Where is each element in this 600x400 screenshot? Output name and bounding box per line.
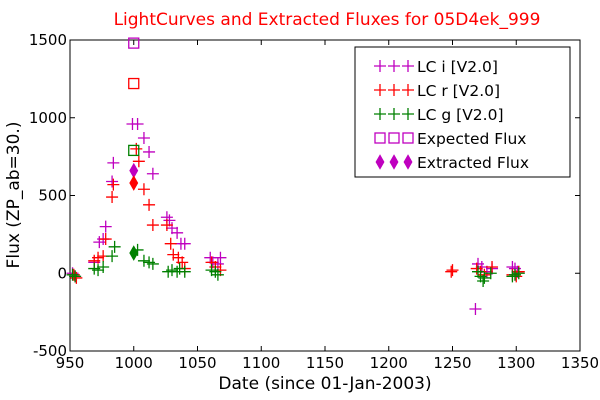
legend-marker <box>402 108 414 120</box>
flux-point <box>506 270 519 283</box>
flux-point <box>97 261 110 274</box>
data-marks <box>66 37 525 316</box>
expected-flux-marker <box>128 77 140 90</box>
flux-point <box>107 178 120 191</box>
flux-point <box>178 265 191 278</box>
flux-point <box>469 303 482 316</box>
legend-marker <box>375 154 385 170</box>
flux-point <box>160 219 173 232</box>
flux-point <box>166 264 178 277</box>
flux-point <box>445 265 458 278</box>
flux-point <box>214 251 227 264</box>
flux-point <box>176 256 189 269</box>
flux-point <box>173 262 186 275</box>
legend-marker <box>374 132 386 144</box>
legend-marker <box>374 108 386 120</box>
legend-marker <box>402 84 414 96</box>
flux-point <box>478 271 491 284</box>
flux-point <box>146 167 159 180</box>
flux-point <box>512 267 525 280</box>
flux-point <box>108 240 121 253</box>
legend-box <box>354 46 571 178</box>
flux-point <box>66 268 79 281</box>
extracted-flux-marker <box>129 175 139 191</box>
flux-point <box>137 183 150 196</box>
legend-marker <box>388 60 400 72</box>
y-axis-label: Flux (ZP_ab=30.) <box>4 122 24 269</box>
flux-point <box>484 267 497 280</box>
x-tick-label: 950 <box>56 354 85 372</box>
chart-title: LightCurves and Extracted Fluxes for 05D… <box>114 10 541 30</box>
flux-point <box>486 261 499 274</box>
expected-flux-marker <box>128 37 140 49</box>
flux-point <box>106 175 119 188</box>
flux-point <box>143 198 156 211</box>
flux-point <box>146 219 159 232</box>
legend-marker <box>389 154 399 170</box>
flux-point <box>106 250 119 263</box>
flux-point <box>92 251 105 264</box>
flux-point <box>69 270 82 283</box>
x-tick-label: 1350 <box>561 354 599 372</box>
legend-label: LC i [V2.0] <box>417 58 498 76</box>
x-tick-label: 1000 <box>115 354 153 372</box>
legend-marker <box>388 132 400 144</box>
flux-point <box>99 233 112 246</box>
legend-label: Expected Flux <box>417 130 526 148</box>
flux-point <box>132 155 145 168</box>
flux-point <box>178 237 191 250</box>
flux-point <box>477 275 490 288</box>
y-tick-label: 0 <box>57 264 67 282</box>
x-tick-label: 1300 <box>497 354 535 372</box>
flux-point <box>143 145 156 158</box>
flux-point <box>92 264 105 277</box>
flux-point <box>146 257 159 270</box>
flux-point <box>106 191 119 204</box>
x-tick-label: 1100 <box>242 354 280 372</box>
legend-marker <box>388 84 400 96</box>
flux-point <box>171 226 184 239</box>
flux-point <box>472 265 484 278</box>
x-tick-label: 1250 <box>433 354 471 372</box>
y-tick-label: 1000 <box>29 109 67 127</box>
legend-marker <box>388 108 400 120</box>
flux-point <box>166 222 178 235</box>
flux-point <box>446 264 459 277</box>
flux-point <box>131 117 144 130</box>
x-tick-label: 1150 <box>306 354 344 372</box>
flux-point <box>204 251 217 264</box>
flux-point <box>107 156 120 169</box>
x-axis-label: Date (since 01-Jan-2003) <box>218 374 431 394</box>
flux-point <box>211 257 224 270</box>
flux-point <box>163 214 176 227</box>
flux-point <box>137 131 150 144</box>
expected-flux-marker <box>128 144 140 157</box>
legend-marker <box>402 132 414 144</box>
legend-label: Extracted Flux <box>417 154 529 172</box>
x-tick-label: 1050 <box>178 354 216 372</box>
legend-marker <box>402 60 414 72</box>
x-tick-label: 1200 <box>370 354 408 372</box>
legend: LC i [V2.0] LC r [V2.0] LC g [V2.0] Expecte… <box>354 46 571 178</box>
flux-point <box>164 237 177 250</box>
legend-label: LC r [V2.0] <box>417 82 500 100</box>
flux-point <box>137 254 150 267</box>
legend-marker <box>374 84 386 96</box>
y-tick-label: -500 <box>33 342 67 360</box>
flux-point <box>167 248 180 261</box>
y-tick-label: 1500 <box>29 31 67 49</box>
flux-point <box>99 220 112 233</box>
legend-label: LC g [V2.0] <box>417 106 504 124</box>
extracted-flux-marker <box>129 245 139 261</box>
legend-marker <box>374 60 386 72</box>
flux-point <box>211 268 224 281</box>
y-tick-label: 500 <box>38 187 67 205</box>
legend-marker <box>403 154 413 170</box>
flux-point <box>209 265 222 278</box>
